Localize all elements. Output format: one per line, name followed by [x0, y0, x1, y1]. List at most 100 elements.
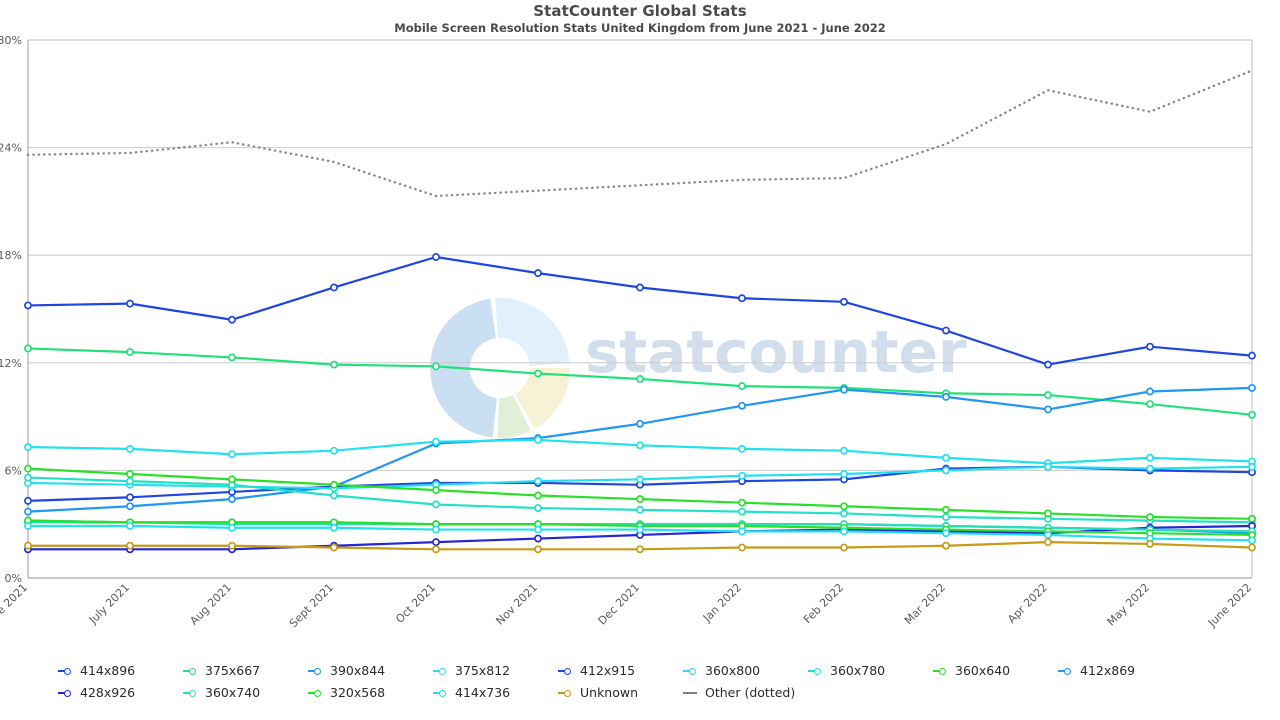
- legend-marker-ring: [64, 667, 71, 675]
- series-point: [840, 527, 848, 536]
- legend-item[interactable]: 390x844: [308, 663, 433, 678]
- x-axis-tick-label: June 2022: [1205, 581, 1254, 630]
- series-point: [330, 491, 338, 500]
- x-axis-tick-label: June 2021: [0, 581, 30, 630]
- x-axis-tick-label: Jan 2022: [700, 581, 744, 625]
- legend-marker-icon: [183, 665, 200, 677]
- legend-item[interactable]: 360x780: [808, 663, 933, 678]
- series-point: [738, 471, 746, 480]
- series-point: [1248, 514, 1256, 523]
- y-axis-tick-label: 12%: [0, 357, 22, 370]
- series-point: [534, 491, 542, 500]
- legend-item-label: 360x780: [830, 663, 886, 678]
- series-point: [126, 444, 134, 453]
- legend-row-2: 428x926 360x740 320x568 414x736 Unknown Other…: [58, 682, 1280, 704]
- legend-marker-ring: [1064, 667, 1071, 675]
- series-point: [432, 437, 440, 446]
- series-point: [1044, 405, 1052, 414]
- series-point: [126, 522, 134, 530]
- series-point: [24, 443, 32, 452]
- legend-marker-icon: [933, 665, 950, 677]
- legend-item[interactable]: 428x926: [58, 686, 183, 699]
- series-point: [1044, 509, 1052, 518]
- series-point: [738, 382, 746, 391]
- legend-item[interactable]: 412x869: [1058, 664, 1183, 677]
- legend-marker-ring: [189, 667, 196, 675]
- legend-line-stub: [683, 691, 697, 694]
- series-point: [636, 525, 644, 534]
- series-point: [1044, 462, 1052, 471]
- series-point: [942, 466, 950, 475]
- legend-marker-icon: [58, 665, 75, 677]
- legend-item-label: 390x844: [330, 663, 386, 678]
- series-point: [1248, 410, 1256, 419]
- series-point: [330, 283, 338, 292]
- series-point: [432, 545, 440, 554]
- legend-item[interactable]: 414x896: [58, 664, 183, 677]
- series-point: [738, 498, 746, 507]
- series-point: [738, 294, 746, 303]
- legend-item[interactable]: 360x640: [933, 663, 1058, 678]
- legend-item-label: 375x667: [205, 663, 261, 678]
- legend-item-label: 360x640: [955, 663, 1011, 678]
- legend-item[interactable]: 412x915: [558, 663, 683, 678]
- series-point: [24, 464, 32, 473]
- legend-marker-icon: [558, 687, 575, 699]
- x-axis-tick-label: Mar 2022: [902, 581, 948, 627]
- series-point: [636, 283, 644, 292]
- legend-item[interactable]: 414x736: [433, 686, 558, 699]
- legend-marker-ring: [564, 667, 571, 675]
- series-point: [534, 269, 542, 278]
- legend-marker-ring: [689, 667, 696, 675]
- legend-item-label: 412x915: [580, 663, 636, 678]
- watermark-text: statcounter: [585, 318, 967, 386]
- series-point: [1044, 531, 1052, 539]
- series-point: [126, 541, 134, 550]
- legend-item[interactable]: Unknown: [558, 686, 683, 699]
- x-axis-tick-label: Feb 2022: [801, 581, 846, 626]
- chart-legend: 414x896 375x667 390x844 375x812 412x915 360x8…: [0, 660, 1280, 712]
- legend-line-stub: [1058, 670, 1065, 672]
- series-point: [432, 486, 440, 495]
- series-point: [636, 505, 644, 514]
- series-point: [534, 477, 542, 486]
- legend-item[interactable]: 360x800: [683, 663, 808, 678]
- series-point: [126, 299, 134, 308]
- legend-item[interactable]: 375x667: [183, 663, 308, 678]
- series-point: [126, 502, 134, 511]
- series-point: [534, 525, 542, 534]
- series-point: [534, 545, 542, 554]
- legend-marker-ring: [439, 667, 446, 675]
- series-point: [330, 360, 338, 369]
- legend-line-stub: [308, 670, 315, 672]
- legend-item-label: Other (dotted): [705, 685, 796, 700]
- legend-line-stub: [683, 670, 690, 672]
- series-point: [738, 507, 746, 516]
- x-axis-tick-label: Sept 2021: [287, 581, 336, 630]
- series-point: [840, 470, 848, 478]
- series-point: [636, 441, 644, 450]
- legend-marker-icon: [558, 665, 575, 677]
- series-point: [840, 446, 848, 455]
- legend-item[interactable]: 360x740: [183, 686, 308, 699]
- series-point: [24, 473, 32, 482]
- legend-item[interactable]: 320x568: [308, 685, 433, 700]
- legend-item[interactable]: 375x812: [433, 664, 558, 677]
- legend-item[interactable]: Other (dotted): [683, 685, 833, 700]
- series-point: [840, 385, 848, 394]
- series-point: [636, 475, 644, 484]
- series-point: [330, 446, 338, 455]
- legend-marker-icon: [433, 687, 450, 699]
- series-point: [24, 541, 32, 550]
- x-axis-tick-label: Aug 2021: [187, 581, 234, 628]
- legend-item-label: 320x568: [330, 685, 386, 700]
- y-axis-tick-label: 6%: [5, 464, 22, 477]
- legend-marker-icon: [58, 687, 75, 699]
- legend-marker-ring: [314, 689, 321, 697]
- legend-item-label: 360x800: [705, 663, 761, 678]
- series-point: [1248, 351, 1256, 360]
- series-point: [24, 496, 32, 505]
- series-point: [330, 523, 338, 532]
- legend-row-1: 414x896 375x667 390x844 375x812 412x915 360x8…: [58, 660, 1280, 682]
- page-subtitle: Mobile Screen Resolution Stats United Ki…: [394, 21, 886, 35]
